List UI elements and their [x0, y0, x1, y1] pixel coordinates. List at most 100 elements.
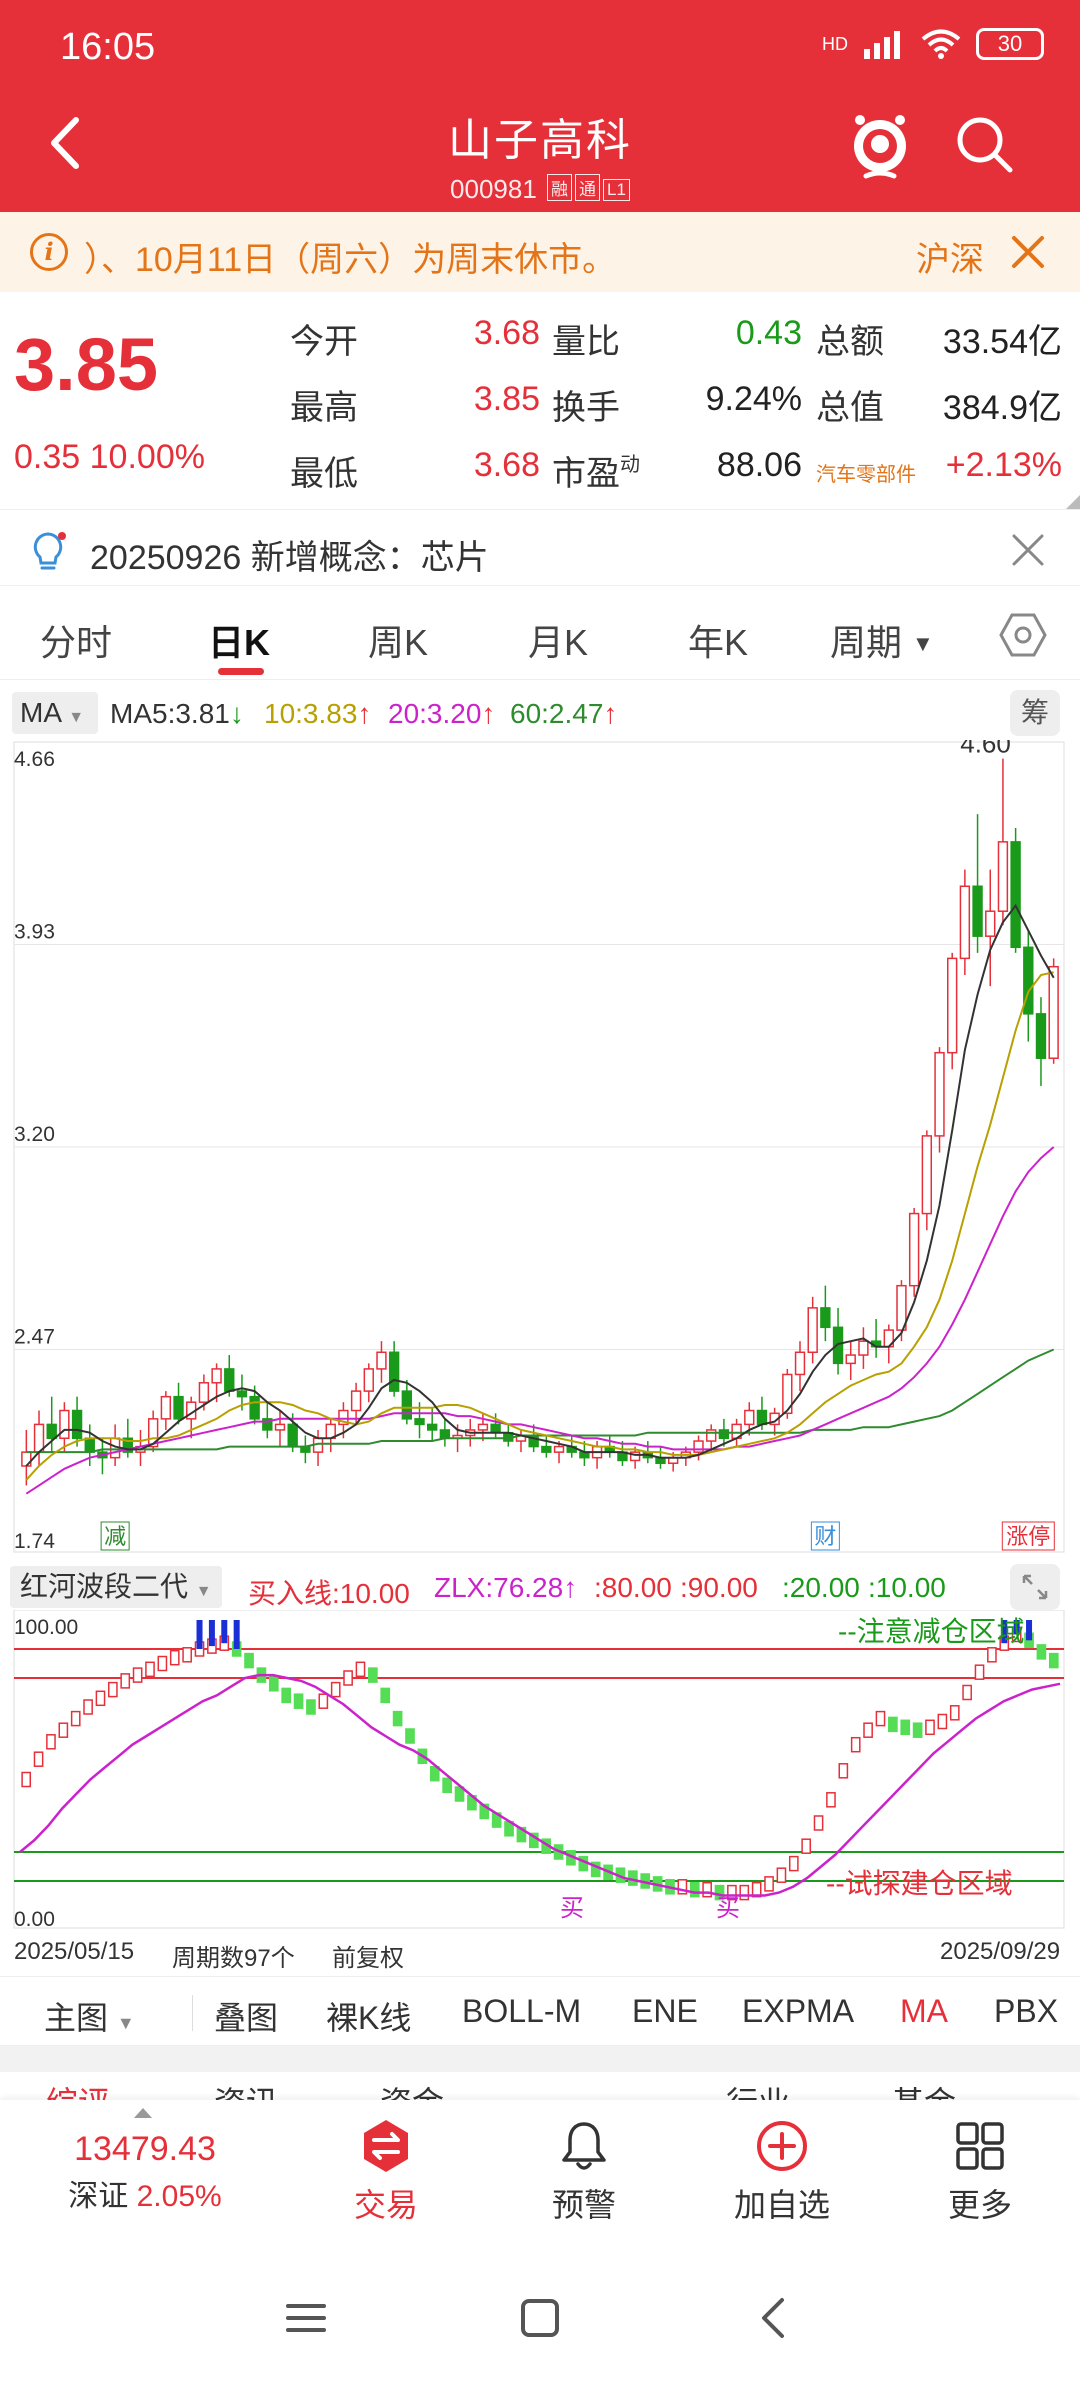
band-bar: [343, 1670, 353, 1686]
event-marker-label: 财: [814, 1524, 836, 1549]
back-icon[interactable]: [744, 2288, 804, 2348]
nav-more-label: 更多: [947, 2187, 1012, 2223]
pe-label-sup: 动: [620, 454, 640, 476]
y-tick-label: 1.74: [14, 1530, 55, 1553]
level-80-value: :80.00: [594, 1572, 672, 1603]
tab-main-chart[interactable]: 主图 ▼: [44, 1993, 135, 2039]
dropdown-caret-icon: ▼: [68, 709, 85, 726]
tab-expma[interactable]: EXPMA: [742, 1993, 855, 2029]
band-bar: [801, 1838, 812, 1854]
tab-overlay[interactable]: 叠图: [214, 2000, 279, 2036]
volume-ratio-value: 0.43: [735, 314, 802, 352]
signal-bar: [208, 1620, 215, 1647]
level-20-value: :20.00: [782, 1572, 860, 1603]
notice-text: ）、10月11日（周六）为周末休市。: [84, 241, 617, 279]
assistant-robot-icon[interactable]: [848, 108, 912, 182]
ma60-text: 60:2.47: [510, 698, 604, 729]
settings-hexagon-icon[interactable]: [998, 610, 1048, 660]
candle-body: [718, 1429, 730, 1440]
candle-body: [845, 1354, 856, 1365]
concept-text: 20250926 新增概念：芯片: [90, 539, 489, 577]
indicator-frame: [13, 1610, 1065, 1929]
menu-icon[interactable]: [276, 2288, 336, 2348]
candle-body: [934, 1051, 945, 1137]
stock-code-row: 000981 融通 L1: [0, 174, 1080, 205]
candle-body: [439, 1429, 451, 1440]
tab-period-dropdown[interactable]: 周期 ▼: [830, 614, 934, 666]
tab-yearly-k[interactable]: 年K: [688, 622, 749, 663]
nav-alert[interactable]: 预警: [514, 2118, 654, 2226]
signal-bar: [233, 1620, 240, 1649]
nav-trade[interactable]: 交易: [316, 2118, 456, 2226]
band-bar: [355, 1661, 366, 1678]
expand-corner-icon[interactable]: [1066, 495, 1080, 509]
last-price: 3.85: [14, 323, 159, 406]
period-tabs: 分时 日K 周K 月K 年K 周期 ▼: [0, 588, 1080, 680]
margin-tag: 融: [547, 174, 573, 201]
candle-body: [908, 1212, 920, 1287]
status-time: 16:05: [60, 26, 156, 68]
tab-news[interactable]: 资讯: [214, 2078, 278, 2102]
candle-body: [553, 1445, 565, 1453]
home-icon[interactable]: [510, 2288, 570, 2348]
close-icon[interactable]: [1008, 232, 1048, 272]
candle-body: [629, 1451, 641, 1462]
tab-monthly-k[interactable]: 月K: [528, 622, 589, 663]
sub-indicator-select[interactable]: 红河波段二代 ▼: [10, 1566, 222, 1608]
tab-weekly-k[interactable]: 周K: [368, 622, 429, 663]
market-cap-label: 总值: [816, 389, 884, 427]
sector-name[interactable]: 汽车零部件: [816, 464, 916, 486]
concept-banner[interactable]: 20250926 新增概念：芯片: [0, 512, 1080, 586]
info-tabs-peek: 综评 资讯 资金 行业 基金: [0, 2072, 1080, 2102]
tab-industry[interactable]: 行业: [726, 2078, 790, 2102]
band-bar: [330, 1681, 341, 1698]
ma5-arrow: ↓: [229, 698, 244, 729]
index-expand-arrow-icon[interactable]: [134, 2108, 152, 2118]
tab-ma[interactable]: MA: [900, 1993, 948, 2029]
quote-panel: 3.85 0.35 10.00% 今开 3.68 量比 0.43 总额 33.5…: [0, 292, 1080, 510]
notice-banner[interactable]: i ）、10月11日（周六）为周末休市。 沪深: [0, 212, 1080, 292]
band-bar: [120, 1673, 131, 1689]
tab-fund[interactable]: 基金: [892, 2078, 956, 2102]
band-bar: [1036, 1644, 1047, 1660]
expand-icon[interactable]: [1010, 1564, 1060, 1610]
candle-body: [959, 885, 971, 960]
tab-pbx[interactable]: PBX: [994, 1993, 1059, 2029]
price-adjust-mode[interactable]: 前复权: [332, 1945, 404, 1972]
index-ticker[interactable]: 13479.43 深证 2.05%: [30, 2130, 260, 2215]
nav-add-watchlist[interactable]: 加自选: [712, 2118, 852, 2226]
candle-body: [46, 1423, 57, 1440]
tab-intraday[interactable]: 分时: [40, 622, 113, 663]
tab-daily-k[interactable]: 日K: [208, 622, 270, 663]
back-arrow-icon[interactable]: [36, 108, 96, 178]
ma60-line: [26, 1348, 1055, 1454]
candle-body: [147, 1418, 159, 1448]
kline-chart[interactable]: 4.66 3.93 3.20 2.47 1.74 4.60 减 财 涨停: [0, 740, 1080, 1564]
tab-ene[interactable]: ENE: [632, 1993, 698, 2029]
network-label: HD: [822, 33, 848, 54]
dropdown-caret-icon: ▼: [912, 631, 934, 656]
tab-capital[interactable]: 资金: [380, 2078, 444, 2102]
band-bar: [95, 1690, 106, 1707]
band-bar: [962, 1684, 972, 1701]
candle-body: [262, 1418, 273, 1431]
candle-body: [33, 1423, 45, 1453]
candle-body: [896, 1284, 907, 1331]
candle-body: [122, 1437, 133, 1453]
signal-icon: [864, 31, 900, 59]
nav-more[interactable]: 更多: [910, 2118, 1050, 2226]
ma60-arrow: ↑: [603, 698, 618, 729]
candle-body: [832, 1326, 844, 1365]
search-icon[interactable]: [952, 112, 1016, 176]
tab-overview[interactable]: 综评: [46, 2078, 110, 2102]
tab-naked-k[interactable]: 裸K线: [326, 2000, 412, 2036]
tab-boll-m[interactable]: BOLL-M: [462, 1993, 582, 2029]
change-percent: 10.00%: [89, 438, 205, 476]
chip-distribution-button[interactable]: 筹: [1010, 690, 1060, 736]
candle-body: [401, 1390, 413, 1420]
main-indicator-select[interactable]: MA ▼: [12, 692, 98, 734]
band-bar: [764, 1876, 774, 1892]
close-icon[interactable]: [1010, 532, 1046, 568]
band-bar: [380, 1687, 391, 1704]
